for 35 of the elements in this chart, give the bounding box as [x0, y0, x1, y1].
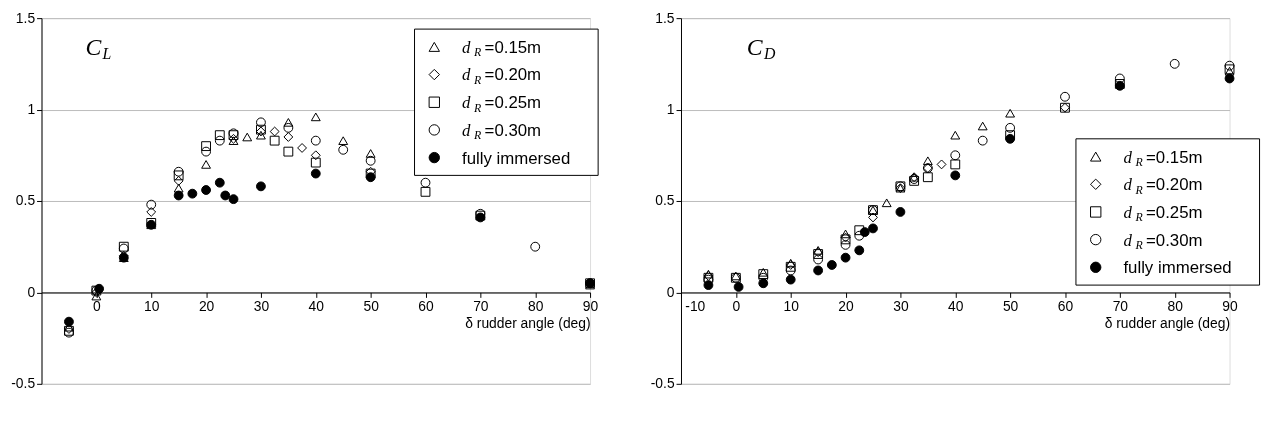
x-tick-label: 50	[1002, 297, 1019, 314]
x-tick-label: 40	[948, 297, 964, 314]
y-tick-label: 1	[666, 101, 675, 118]
x-tick-label: 30	[893, 297, 909, 314]
x-tick-label: 30	[253, 297, 270, 314]
x-tick-label: 70	[473, 297, 489, 314]
x-tick-label: 60	[1057, 297, 1074, 314]
x-tick-label: 90	[582, 297, 599, 314]
x-tick-label: 80	[1167, 297, 1184, 314]
x-tick-label: 50	[363, 297, 380, 314]
x-tick-label: -10	[685, 297, 706, 314]
y-tick-label: 0.5	[655, 192, 675, 209]
legend-label: fully immersed	[1123, 258, 1232, 278]
x-tick-label: 20	[838, 297, 855, 314]
y-tick-label: -0.5	[650, 375, 675, 392]
x-axis-title: δ rudder angle (deg)	[465, 315, 591, 332]
y-tick-label: 0	[666, 283, 675, 300]
y-tick-label: 1.5	[15, 9, 36, 26]
y-tick-label: 1	[27, 101, 36, 118]
x-axis-title: δ rudder angle (deg)	[1104, 315, 1231, 332]
x-tick-label: 70	[1112, 297, 1129, 314]
x-tick-label: 10	[144, 297, 160, 314]
y-tick-label: 0.5	[15, 192, 36, 209]
x-tick-label: 40	[308, 297, 325, 314]
y-tick-label: 0	[27, 283, 36, 300]
x-tick-label: 20	[198, 297, 215, 314]
y-tick-label: -0.5	[11, 375, 36, 392]
x-tick-label: 90	[1222, 297, 1239, 314]
x-tick-label: 80	[528, 297, 544, 314]
x-tick-label: 10	[783, 297, 800, 314]
x-tick-label: 0	[732, 297, 741, 314]
x-tick-label: 0	[93, 297, 102, 314]
x-tick-label: 60	[418, 297, 434, 314]
y-tick-label: 1.5	[655, 9, 675, 26]
legend-label: fully immersed	[461, 148, 571, 168]
